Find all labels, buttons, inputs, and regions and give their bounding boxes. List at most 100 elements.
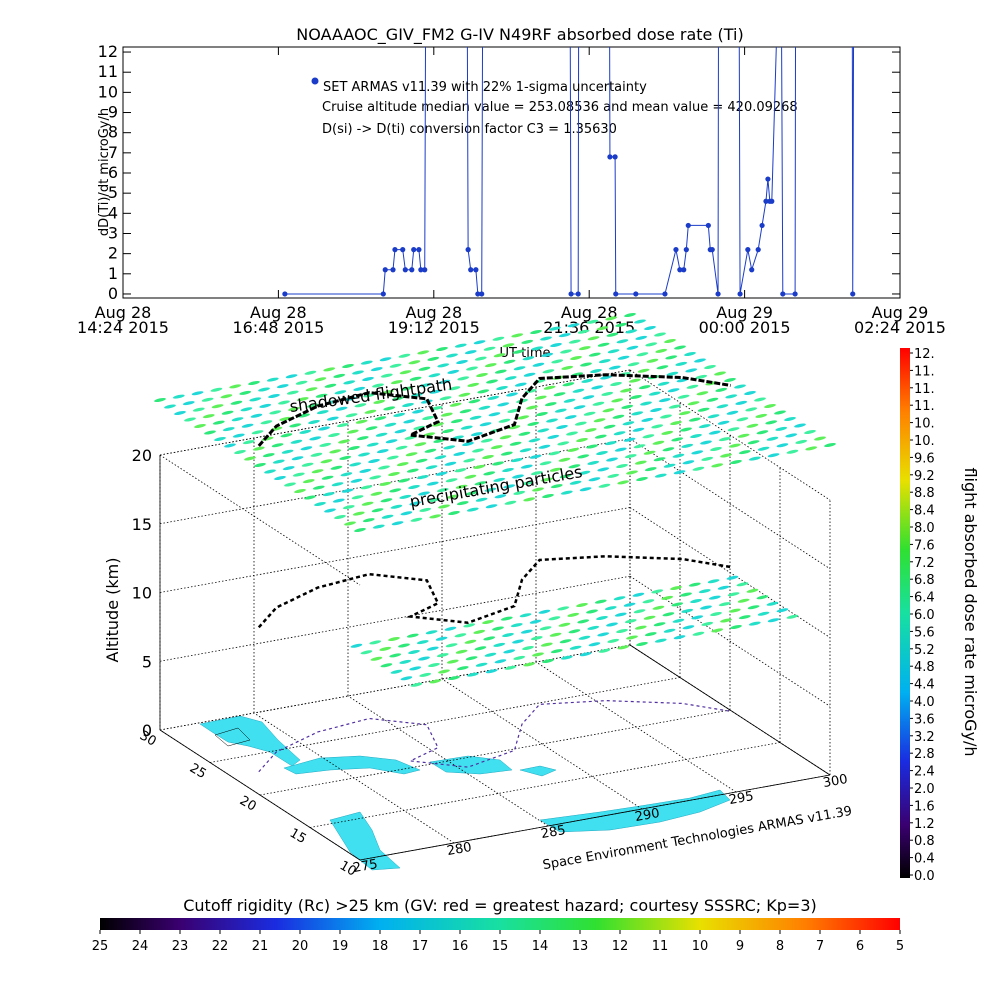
particle <box>594 599 607 604</box>
particle <box>454 633 467 638</box>
landmass <box>429 755 513 775</box>
colorbar-tick-label: 8 <box>776 939 784 954</box>
particle <box>224 443 236 448</box>
particle <box>492 626 504 631</box>
particle <box>603 424 616 429</box>
particle <box>588 477 601 482</box>
particle <box>804 429 816 435</box>
particle <box>596 450 608 456</box>
particle <box>588 352 601 357</box>
particle <box>418 366 431 371</box>
particle <box>496 385 508 391</box>
particle <box>254 462 266 468</box>
particle <box>463 458 476 463</box>
colorbar-tick-label: 3.2 <box>914 730 935 745</box>
particle <box>414 442 427 447</box>
particle <box>282 466 295 471</box>
particle <box>615 322 628 327</box>
colorbar-tick-label: 5.6 <box>914 625 935 640</box>
particle <box>607 638 620 643</box>
particle <box>708 430 721 435</box>
particle <box>380 373 393 378</box>
particle <box>692 466 705 471</box>
particle <box>687 401 700 406</box>
data-point <box>673 247 679 253</box>
data-point <box>765 176 771 182</box>
data-point <box>633 291 639 297</box>
particle <box>390 380 403 385</box>
particle <box>715 387 728 392</box>
particle <box>426 646 439 651</box>
particle <box>572 388 585 393</box>
z-tick-label: 0 <box>142 721 152 740</box>
landmass <box>329 811 401 871</box>
particle <box>648 391 661 396</box>
particle <box>405 452 418 457</box>
landmass <box>199 715 301 767</box>
particle <box>662 447 675 452</box>
particle <box>643 615 656 620</box>
data-point <box>780 291 786 297</box>
particle <box>490 445 503 450</box>
particle <box>374 416 387 421</box>
colorbar-tick-label: 12. <box>914 347 935 362</box>
particle <box>326 416 339 421</box>
particle <box>343 380 356 385</box>
particle <box>711 463 724 468</box>
particle <box>512 349 525 354</box>
particle <box>391 521 404 526</box>
data-point <box>662 291 668 297</box>
particle <box>663 463 676 468</box>
flight-path <box>257 373 731 447</box>
particle <box>667 388 680 393</box>
particle <box>474 646 487 651</box>
particle <box>389 363 402 368</box>
particle <box>654 332 666 337</box>
particle <box>278 400 290 405</box>
particle <box>671 602 684 607</box>
particle <box>776 443 789 448</box>
particle <box>756 595 769 600</box>
particle <box>172 394 185 399</box>
z-tick-label: 20 <box>132 446 152 465</box>
particle <box>588 642 601 647</box>
particle <box>502 343 515 348</box>
particle <box>582 395 595 400</box>
particle <box>434 455 447 460</box>
particle <box>532 487 544 492</box>
particle <box>725 394 738 399</box>
y-tick-label: 9 <box>108 103 118 122</box>
particle <box>666 371 679 376</box>
particle <box>240 407 253 412</box>
grid-line <box>159 575 631 662</box>
particle <box>644 467 657 472</box>
particle <box>624 312 636 318</box>
annotation: D(si) -> D(ti) conversion factor C3 = 1.… <box>322 122 617 137</box>
particle <box>332 498 345 503</box>
axis-line <box>159 454 361 586</box>
particle <box>738 615 751 620</box>
particle <box>510 623 523 628</box>
particle <box>493 353 506 358</box>
y-tick-label: 11 <box>98 62 118 81</box>
particle <box>755 413 768 418</box>
particle <box>232 433 245 438</box>
particle <box>362 518 375 523</box>
y-tick-label: 8 <box>108 123 118 142</box>
particle <box>424 448 437 453</box>
particle <box>682 460 695 465</box>
particle <box>482 454 494 460</box>
particle <box>380 663 393 668</box>
particle <box>513 366 526 371</box>
particle <box>360 485 373 490</box>
particle <box>398 643 410 648</box>
particle <box>568 464 581 469</box>
particle <box>658 398 671 403</box>
particle <box>608 365 621 370</box>
particle <box>691 615 704 620</box>
particle <box>523 497 536 502</box>
particle <box>339 455 352 460</box>
particle <box>214 436 226 442</box>
particle <box>597 467 610 472</box>
